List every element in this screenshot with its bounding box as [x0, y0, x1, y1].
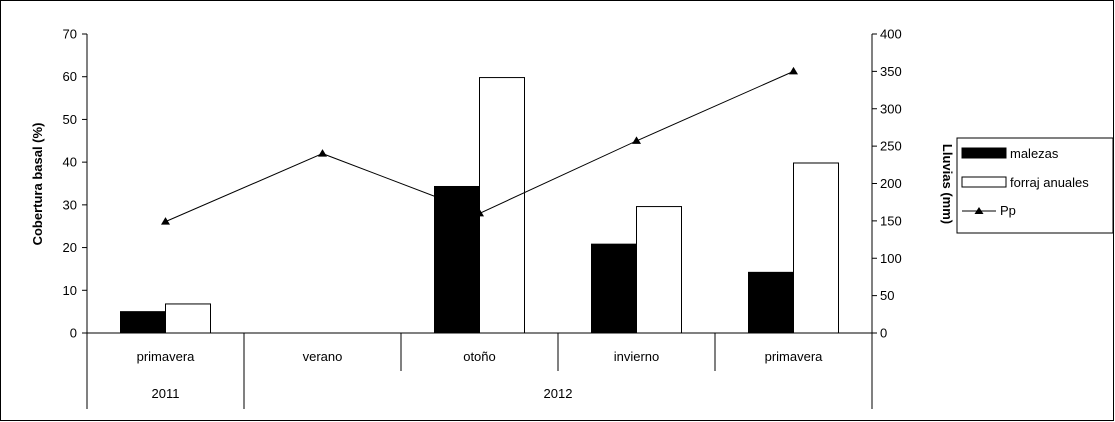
bar-forraj-anuales: [165, 303, 211, 334]
legend-swatch-malezas: [961, 147, 1007, 159]
y2-tick-label: 200: [880, 176, 902, 191]
legend: malezas forraj anuales Pp: [956, 137, 1114, 234]
legend-swatch-forraj-anuales: [961, 176, 1007, 188]
y2-tick-label: 150: [880, 213, 902, 228]
y-tick-label: 50: [63, 112, 77, 127]
y-tick-label: 30: [63, 197, 77, 212]
group-label: 2012: [544, 386, 573, 401]
bar-malezas: [120, 311, 166, 334]
y-tick-label: 40: [63, 155, 77, 170]
y2-axis-title: Lluvias (mm): [940, 144, 955, 224]
x-tick-label: otoño: [463, 349, 496, 364]
x-tick-label: primavera: [137, 349, 196, 364]
point-pp: [161, 217, 170, 225]
point-pp: [789, 66, 798, 75]
legend-label-malezas: malezas: [1010, 146, 1059, 161]
y2-tick-label: 100: [880, 251, 902, 266]
legend-label-forraj-anuales: forraj anuales: [1010, 175, 1089, 190]
point-pp: [475, 208, 484, 217]
legend-marker-pp: [974, 207, 984, 214]
y2-tick-label: 350: [880, 64, 902, 79]
y2-tick-label: 400: [880, 27, 902, 42]
bar-forraj-anuales: [636, 206, 682, 334]
bar-forraj-anuales: [479, 77, 525, 334]
y-tick-label: 0: [70, 326, 77, 341]
point-pp: [318, 149, 327, 157]
point-pp: [632, 136, 641, 144]
y2-tick-label: 50: [880, 288, 894, 303]
plot-area: 0 10 20 30 40 50 60 70 0 50 100 150 200 250 300 350 400 p…: [63, 27, 902, 409]
group-label: 2011: [152, 386, 180, 401]
y2-tick-label: 300: [880, 101, 902, 116]
bar-malezas: [591, 243, 637, 334]
y-axis-title: Cobertura basal (%): [30, 123, 45, 246]
bar-malezas: [748, 271, 794, 334]
y-tick-label: 60: [63, 69, 77, 84]
x-tick-label: verano: [303, 349, 343, 364]
x-tick-label: primavera: [765, 349, 824, 364]
y-tick-label: 20: [63, 240, 77, 255]
bar-forraj-anuales: [793, 162, 839, 334]
y2-tick-label: 250: [880, 139, 902, 154]
y-tick-label: 70: [63, 27, 77, 42]
x-tick-label: invierno: [614, 349, 660, 364]
legend-label-pp: Pp: [1000, 203, 1016, 218]
bar-malezas: [434, 185, 480, 334]
y2-tick-label: 0: [880, 326, 887, 341]
y-tick-label: 10: [63, 283, 77, 298]
